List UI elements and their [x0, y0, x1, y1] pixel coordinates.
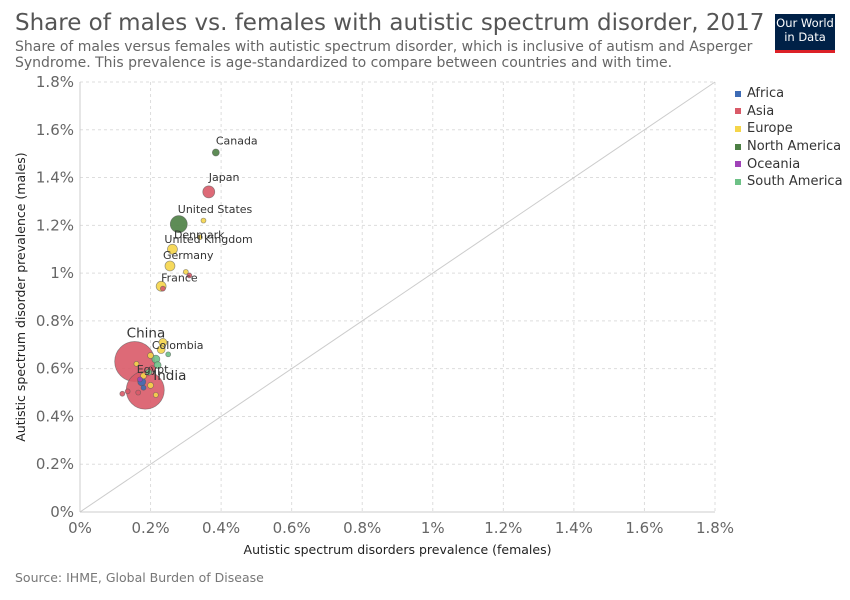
data-point[interactable] — [197, 234, 203, 241]
data-point[interactable] — [156, 345, 166, 354]
legend-item-africa[interactable]: Africa — [735, 85, 843, 103]
legend-item-europe[interactable]: Europe — [735, 120, 843, 138]
data-point[interactable] — [140, 384, 147, 391]
y-tick-label: 0% — [50, 503, 74, 521]
data-point[interactable] — [160, 285, 166, 292]
legend-label-europe: Europe — [747, 121, 793, 137]
legend-swatch-north-america — [735, 143, 741, 150]
legend-item-oceania[interactable]: Oceania — [735, 155, 843, 173]
point-label: United States — [178, 203, 253, 216]
y-tick-label: 0.6% — [36, 360, 74, 378]
data-point[interactable] — [145, 368, 153, 376]
point-label: France — [161, 271, 198, 284]
x-tick-label: 1.8% — [696, 519, 734, 537]
x-tick-label: 0.8% — [343, 519, 381, 537]
data-point[interactable] — [202, 185, 216, 199]
legend-item-south-america[interactable]: South America — [735, 173, 843, 191]
legend-label-oceania: Oceania — [747, 156, 801, 172]
point-label: Colombia — [152, 339, 204, 352]
data-point[interactable] — [137, 376, 143, 383]
data-point[interactable] — [147, 352, 154, 359]
data-point[interactable] — [169, 215, 188, 233]
data-point[interactable] — [124, 388, 131, 395]
point-label: Germany — [163, 249, 214, 262]
data-point[interactable] — [164, 260, 176, 272]
x-tick-label: 1% — [421, 519, 445, 537]
data-point[interactable] — [167, 243, 178, 255]
x-tick-label: 1.6% — [625, 519, 663, 537]
grid-lines — [80, 81, 716, 512]
logo-line-1: Our World — [776, 16, 834, 30]
y-tick-label: 1.2% — [36, 216, 74, 234]
legend-swatch-asia — [735, 108, 741, 115]
point-label: United Kingdom — [164, 233, 252, 246]
owid-logo[interactable]: Our World in Data — [775, 14, 835, 53]
legend-swatch-oceania — [735, 161, 741, 168]
data-point[interactable] — [152, 392, 159, 398]
x-tick-label: 0% — [68, 519, 92, 537]
point-label: Canada — [216, 134, 258, 147]
x-tick-label: 1.4% — [555, 519, 593, 537]
legend-label-north-america: North America — [747, 139, 842, 155]
data-point[interactable] — [119, 390, 126, 397]
point-labels: China India Canada Japan United States Denmar… — [127, 134, 258, 384]
data-point[interactable] — [147, 382, 154, 389]
point-label: Japan — [208, 171, 240, 184]
axes: 0%0% 0.2% 0.2% 0.4% 0.4% 0.6% 0.6% 0.8% 0.8% 1% 1%… — [13, 73, 734, 557]
point-label: India — [153, 368, 186, 384]
data-point[interactable] — [186, 272, 193, 279]
y-tick-label: 0.4% — [36, 407, 74, 425]
y-tick-label: 1.4% — [36, 169, 74, 187]
data-points — [114, 148, 220, 410]
data-point[interactable] — [200, 217, 207, 224]
y-tick-label: 1% — [50, 264, 74, 282]
legend-label-africa: Africa — [747, 86, 785, 102]
y-tick-label: 1.8% — [36, 73, 74, 91]
legend-swatch-europe — [735, 125, 741, 132]
data-point[interactable] — [135, 389, 142, 396]
legend-swatch-south-america — [735, 178, 741, 185]
data-point[interactable] — [140, 372, 147, 380]
x-tick-label: 1.2% — [484, 519, 522, 537]
data-point[interactable] — [133, 361, 140, 367]
legend-item-north-america[interactable]: North America — [735, 138, 843, 156]
data-point[interactable] — [182, 269, 189, 275]
legend-item-asia[interactable]: Asia — [735, 103, 843, 121]
data-point[interactable] — [211, 148, 220, 157]
x-tick-label: 0.2% — [132, 519, 170, 537]
y-tick-label: 0.8% — [36, 312, 74, 330]
x-tick-label: 0.4% — [202, 519, 240, 537]
legend-swatch-africa — [735, 90, 741, 97]
point-label: China — [127, 326, 166, 342]
point-label: Egypt — [137, 363, 169, 376]
point-label: Denmark — [174, 228, 225, 241]
legend: Africa Asia Europe North America Oceania… — [735, 85, 843, 191]
x-axis-label: Autistic spectrum disorders prevalence (… — [244, 542, 552, 557]
y-tick-label: 0.2% — [36, 455, 74, 473]
reference-line — [79, 81, 716, 513]
data-point[interactable] — [165, 351, 172, 358]
legend-label-asia: Asia — [747, 103, 775, 119]
chart-title: Share of males vs. females with autistic… — [15, 10, 765, 36]
x-tick-label: 0.6% — [273, 519, 311, 537]
data-point[interactable] — [153, 361, 162, 369]
y-tick-label: 1.6% — [36, 121, 74, 139]
chart-subtitle: Share of males versus females with autis… — [15, 39, 753, 71]
y-axis-label: Autistic spectrum disorder prevalence (m… — [13, 152, 28, 441]
legend-label-south-america: South America — [747, 174, 843, 190]
source-note: Source: IHME, Global Burden of Disease — [15, 570, 264, 585]
logo-line-2: in Data — [784, 30, 826, 44]
